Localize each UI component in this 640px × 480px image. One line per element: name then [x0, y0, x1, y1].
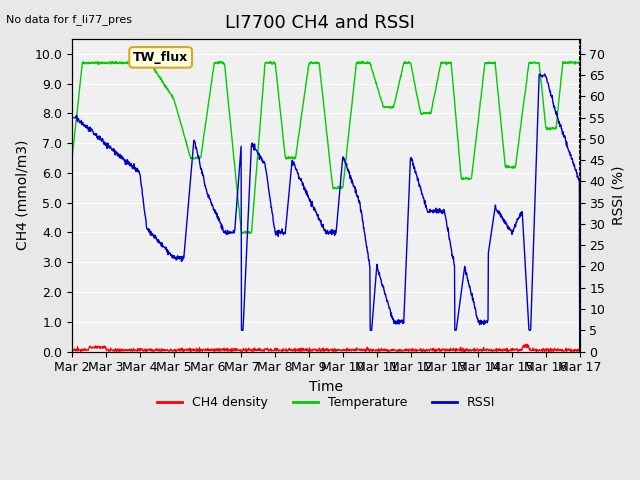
- Y-axis label: CH4 (mmol/m3): CH4 (mmol/m3): [15, 140, 29, 251]
- Y-axis label: RSSI (%): RSSI (%): [611, 166, 625, 225]
- Text: No data for f_li77_pres: No data for f_li77_pres: [6, 14, 132, 25]
- Text: LI7700 CH4 and RSSI: LI7700 CH4 and RSSI: [225, 14, 415, 33]
- Text: TW_flux: TW_flux: [133, 51, 188, 64]
- Legend: CH4 density, Temperature, RSSI: CH4 density, Temperature, RSSI: [152, 391, 500, 414]
- X-axis label: Time: Time: [309, 380, 343, 394]
